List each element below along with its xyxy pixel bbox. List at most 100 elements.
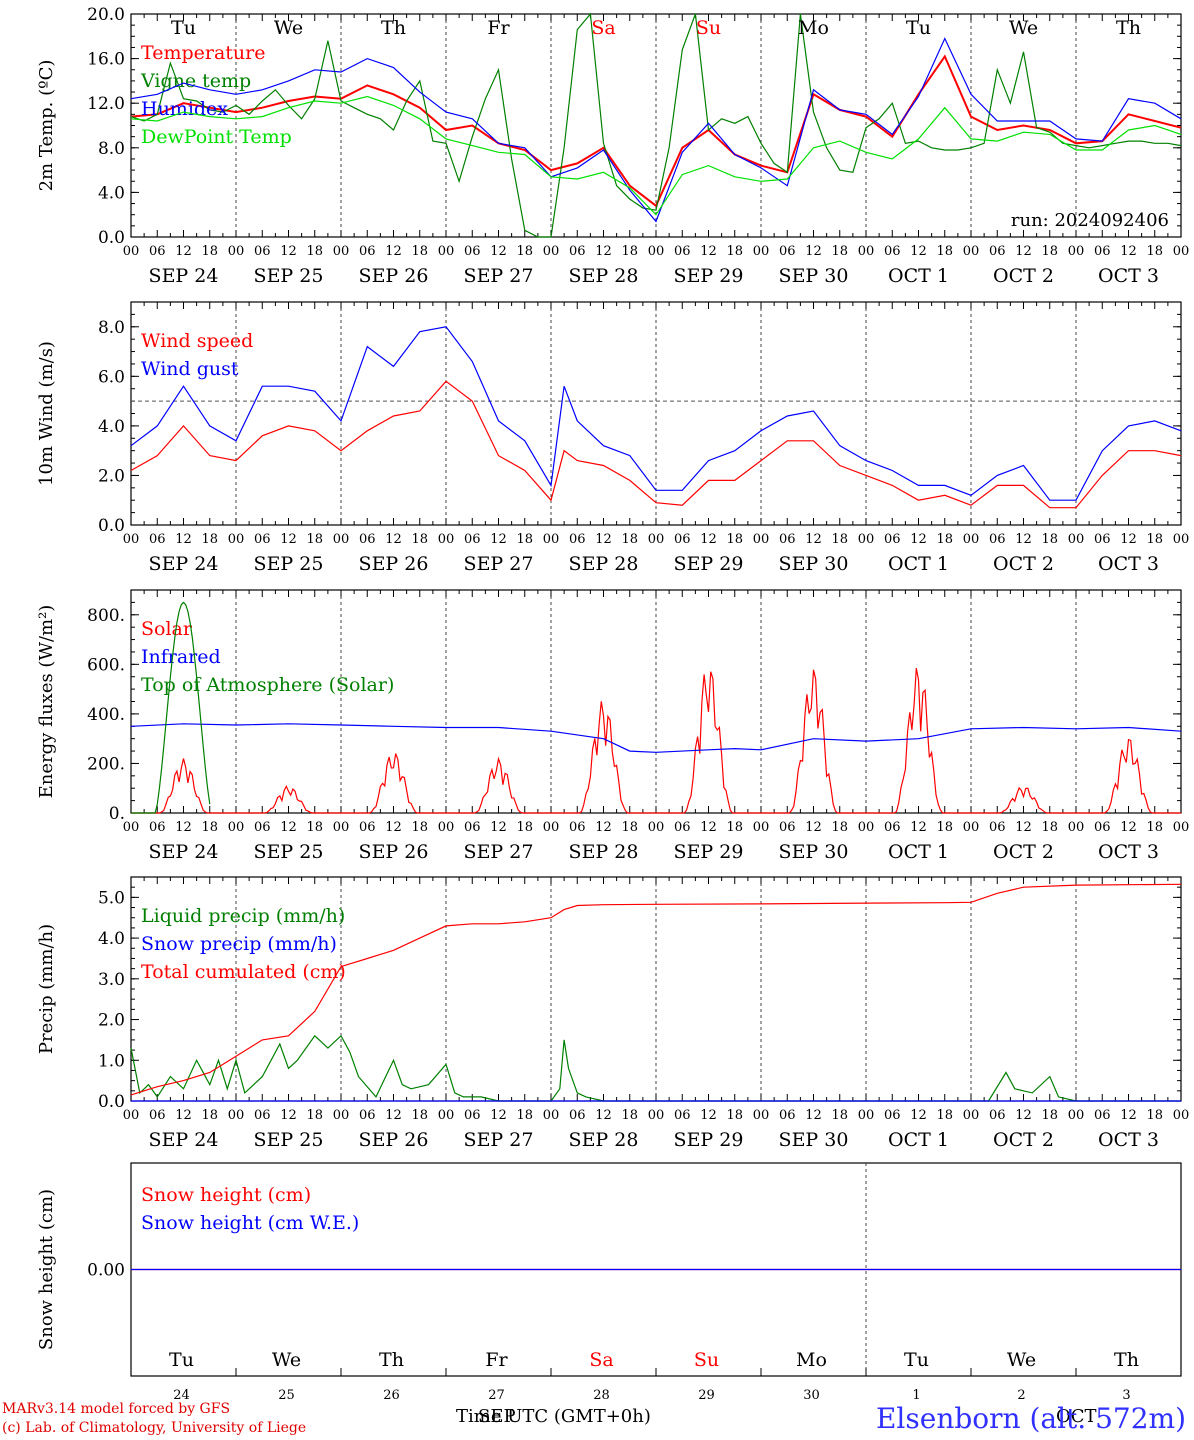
hour-tick-label: 06 [674, 820, 691, 835]
hour-tick-label: 00 [858, 532, 875, 547]
weekday-label: We [1009, 17, 1038, 39]
series-line-total-cumulated-cm- [130, 883, 1182, 1096]
weekday-label: Tu [906, 17, 931, 39]
date-label: SEP 26 [359, 841, 429, 863]
hour-tick-label: 12 [805, 532, 822, 547]
y-axis-title: 2m Temp. (ºC) [36, 60, 57, 192]
hour-tick-label: 06 [779, 532, 796, 547]
hour-tick-label: 06 [569, 1108, 586, 1123]
series-line-vigne-temp [130, 12, 1182, 238]
legend-entry: Snow precip (mm/h) [141, 933, 337, 955]
hour-tick-label: 12 [700, 244, 717, 259]
hour-tick-label: 18 [411, 532, 428, 547]
hour-tick-label: 06 [989, 1108, 1006, 1123]
y-tick-label: 200. [87, 754, 125, 774]
hour-tick-label: 18 [201, 1108, 218, 1123]
hour-tick-label: 12 [175, 820, 192, 835]
hour-tick-label: 06 [359, 244, 376, 259]
hour-tick-label: 00 [858, 820, 875, 835]
date-label: SEP 28 [569, 1129, 639, 1151]
date-label: SEP 29 [674, 265, 744, 287]
hour-tick-label: 12 [385, 820, 402, 835]
hour-tick-label: 18 [516, 820, 533, 835]
y-tick-label: 0.0 [98, 1092, 125, 1112]
series-line-wind-gust [130, 326, 1182, 501]
hour-tick-label: 06 [1094, 820, 1111, 835]
weekday-label: Th [1114, 1349, 1139, 1371]
date-label: OCT 1 [888, 841, 949, 863]
y-tick-label: 12.0 [87, 94, 125, 114]
y-tick-label: 3.0 [98, 970, 125, 990]
hour-tick-label: 00 [228, 532, 245, 547]
date-label: SEP 28 [569, 841, 639, 863]
y-tick-label: 4.0 [98, 183, 125, 203]
hour-tick-label: 06 [149, 244, 166, 259]
hour-tick-label: 06 [254, 532, 271, 547]
hour-tick-label: 06 [884, 244, 901, 259]
y-tick-label: 600. [87, 655, 125, 675]
y-tick-label: 0.0 [98, 228, 125, 248]
hour-tick-label: 12 [805, 1108, 822, 1123]
hour-tick-label: 12 [805, 244, 822, 259]
date-label: OCT 3 [1098, 553, 1159, 575]
date-label: OCT 3 [1098, 265, 1159, 287]
hour-tick-label: 00 [753, 244, 770, 259]
hour-tick-label: 06 [779, 1108, 796, 1123]
weekday-label: Tu [171, 17, 196, 39]
hour-tick-label: 18 [621, 1108, 638, 1123]
hour-tick-label: 00 [753, 1108, 770, 1123]
hour-tick-label: 12 [1015, 1108, 1032, 1123]
hour-tick-label: 18 [1146, 820, 1163, 835]
hour-tick-label: 12 [385, 1108, 402, 1123]
hour-tick-label: 18 [306, 244, 323, 259]
weekday-label: Su [694, 1349, 719, 1371]
hour-tick-label: 00 [543, 820, 560, 835]
date-label: SEP 30 [779, 265, 849, 287]
hour-tick-label: 12 [1015, 244, 1032, 259]
y-tick-label: 4.0 [98, 417, 125, 437]
hour-tick-label: 12 [175, 532, 192, 547]
hour-tick-label: 00 [648, 820, 665, 835]
hour-tick-label: 12 [595, 244, 612, 259]
hour-tick-label: 12 [280, 1108, 297, 1123]
hour-tick-label: 00 [123, 532, 140, 547]
y-tick-label: 5.0 [98, 888, 125, 908]
date-label: SEP 29 [674, 841, 744, 863]
hour-tick-label: 12 [910, 244, 927, 259]
legend-entry: Wind gust [141, 358, 239, 380]
hour-tick-label: 06 [464, 244, 481, 259]
hour-tick-label: 18 [621, 532, 638, 547]
hour-tick-label: 18 [201, 532, 218, 547]
hour-tick-label: 18 [621, 820, 638, 835]
date-label: OCT 3 [1098, 841, 1159, 863]
y-tick-label: 20.0 [87, 5, 125, 25]
hour-tick-label: 18 [1041, 820, 1058, 835]
date-label: SEP 24 [149, 1129, 219, 1151]
hour-tick-label: 06 [254, 1108, 271, 1123]
hour-tick-label: 06 [779, 820, 796, 835]
legend-entry: Top of Atmosphere (Solar) [141, 674, 394, 696]
hour-tick-label: 18 [516, 532, 533, 547]
date-label: SEP 24 [149, 265, 219, 287]
x-axis-title: Time UTC (GMT+0h) [456, 1406, 651, 1427]
y-tick-label: 800. [87, 606, 125, 626]
y-axis-title: Snow height (cm) [36, 1189, 57, 1350]
weekday-label: We [1007, 1349, 1036, 1371]
legend-entry: DewPoint Temp [141, 126, 292, 148]
hour-tick-label: 00 [648, 244, 665, 259]
hour-tick-label: 06 [884, 532, 901, 547]
hour-tick-label: 06 [779, 244, 796, 259]
hour-tick-label: 00 [123, 244, 140, 259]
hour-tick-label: 12 [700, 820, 717, 835]
date-label: OCT 1 [888, 553, 949, 575]
hour-tick-label: 18 [516, 244, 533, 259]
hour-tick-label: 06 [884, 1108, 901, 1123]
hour-tick-label: 12 [1120, 820, 1137, 835]
legend-entry: Humidex [141, 98, 228, 120]
hour-tick-label: 06 [674, 532, 691, 547]
hour-tick-label: 12 [280, 532, 297, 547]
hour-tick-label: 18 [936, 244, 953, 259]
hour-tick-label: 06 [569, 244, 586, 259]
date-label: SEP 25 [254, 553, 324, 575]
hour-tick-label: 00 [438, 1108, 455, 1123]
